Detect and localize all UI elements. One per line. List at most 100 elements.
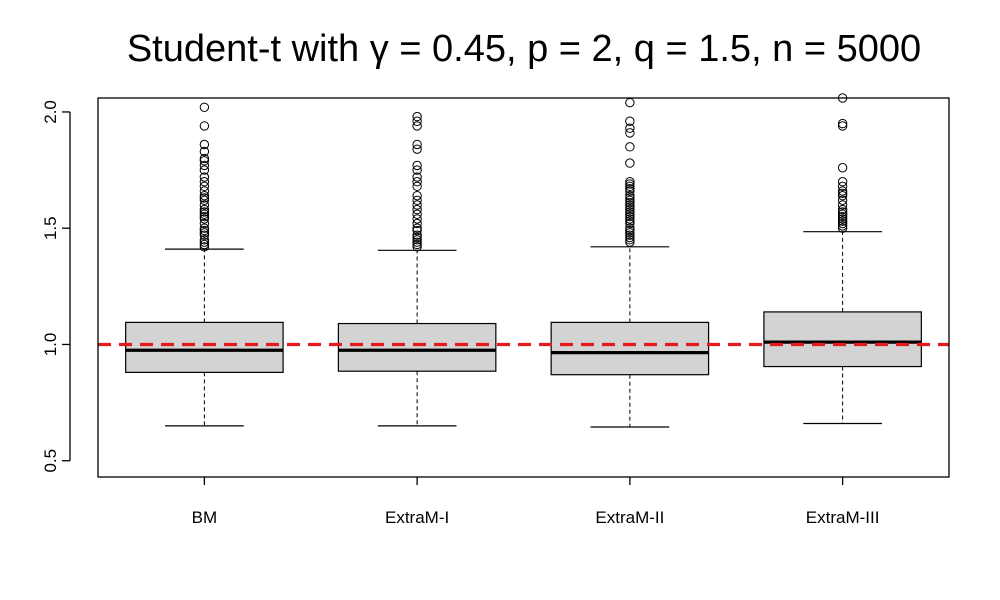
outlier-point <box>625 225 635 236</box>
outlier-point <box>412 177 422 187</box>
outlier-point <box>625 232 635 243</box>
outlier-point <box>199 181 210 192</box>
outlier-point <box>412 190 422 201</box>
plot-frame <box>97 97 950 478</box>
outlier-point <box>412 160 422 171</box>
outlier-point <box>199 214 210 224</box>
outlier-point <box>199 204 210 215</box>
outlier-point <box>199 195 210 206</box>
outlier-point <box>625 235 635 245</box>
iqr-box <box>337 322 497 372</box>
outlier-point <box>625 216 635 226</box>
outlier-point <box>625 204 635 215</box>
box-bm <box>125 102 284 427</box>
outlier-point <box>412 144 422 154</box>
outlier-point <box>412 214 422 224</box>
outlier-point <box>837 221 848 231</box>
outlier-point <box>837 177 848 187</box>
outlier-point <box>837 118 848 129</box>
outlier-point <box>837 121 848 131</box>
outlier-point <box>199 218 210 229</box>
outlier-point <box>837 186 848 196</box>
outlier-point <box>625 195 635 206</box>
outlier-point <box>412 242 422 252</box>
y-tick-label: 1.0 <box>41 333 60 357</box>
outlier-point <box>625 116 635 126</box>
outlier-point <box>625 230 635 240</box>
box-extram-i <box>337 111 497 427</box>
outlier-point <box>412 232 422 243</box>
y-tick-label: 1.5 <box>41 216 60 240</box>
outlier-point <box>199 207 210 217</box>
outlier-point <box>412 200 422 210</box>
outlier-point <box>412 121 422 131</box>
outlier-point <box>625 218 635 229</box>
outlier-point <box>199 153 210 164</box>
outlier-point <box>625 190 635 201</box>
outlier-point <box>199 223 210 233</box>
outlier-point <box>412 181 422 192</box>
outlier-point <box>199 165 210 175</box>
outlier-point <box>625 209 635 219</box>
outlier-point <box>837 190 848 201</box>
x-tick-label: BM <box>192 508 218 527</box>
outlier-point <box>412 237 422 247</box>
outlier-point <box>412 139 422 150</box>
box-extram-iii <box>763 93 922 425</box>
outlier-point <box>625 97 635 108</box>
outlier-point <box>199 156 210 166</box>
outlier-point <box>625 197 635 208</box>
outlier-point <box>625 158 635 168</box>
outlier-point <box>412 116 422 126</box>
outlier-point <box>199 146 210 157</box>
outlier-point <box>837 204 848 215</box>
outlier-point <box>837 211 848 222</box>
x-tick-label: ExtraM-I <box>385 508 449 527</box>
outlier-point <box>625 177 635 187</box>
outlier-point <box>199 121 210 131</box>
outlier-point <box>625 237 635 247</box>
outlier-point <box>625 202 635 212</box>
plot-area <box>98 93 949 428</box>
outlier-point <box>199 228 210 238</box>
outlier-point <box>625 228 635 238</box>
outlier-point <box>412 235 422 245</box>
outlier-point <box>625 186 635 196</box>
outlier-point <box>837 209 848 219</box>
y-tick-label: 2.0 <box>41 100 60 124</box>
outlier-point <box>199 209 210 219</box>
outlier-point <box>837 188 848 199</box>
outlier-point <box>625 207 635 217</box>
outlier-point <box>199 200 210 210</box>
outlier-point <box>837 207 848 217</box>
x-tick-label: ExtraM-III <box>806 508 880 527</box>
outlier-point <box>199 102 210 113</box>
outlier-point <box>837 214 848 224</box>
outlier-point <box>625 123 635 133</box>
outlier-point <box>625 183 635 194</box>
outlier-point <box>199 225 210 236</box>
outlier-point <box>412 209 422 219</box>
outlier-point <box>412 172 422 182</box>
outlier-point <box>199 172 210 182</box>
outlier-point <box>837 181 848 192</box>
outlier-point <box>412 225 422 236</box>
outlier-point <box>412 230 422 240</box>
chart-title: Student-t with γ = 0.45, p = 2, q = 1.5,… <box>127 28 921 70</box>
outlier-point <box>199 230 210 240</box>
outlier-point <box>625 211 635 222</box>
outlier-point <box>625 223 635 233</box>
outlier-point <box>837 216 848 226</box>
outlier-point <box>625 142 635 152</box>
outlier-point <box>199 186 210 196</box>
outlier-point <box>625 128 635 138</box>
outlier-point <box>199 237 210 247</box>
y-tick-label: 0.5 <box>41 449 60 473</box>
outlier-point <box>199 235 210 245</box>
outlier-point <box>837 195 848 206</box>
outlier-point <box>625 214 635 224</box>
outlier-point <box>412 195 422 206</box>
outlier-point <box>412 204 422 215</box>
outlier-point <box>625 179 635 189</box>
